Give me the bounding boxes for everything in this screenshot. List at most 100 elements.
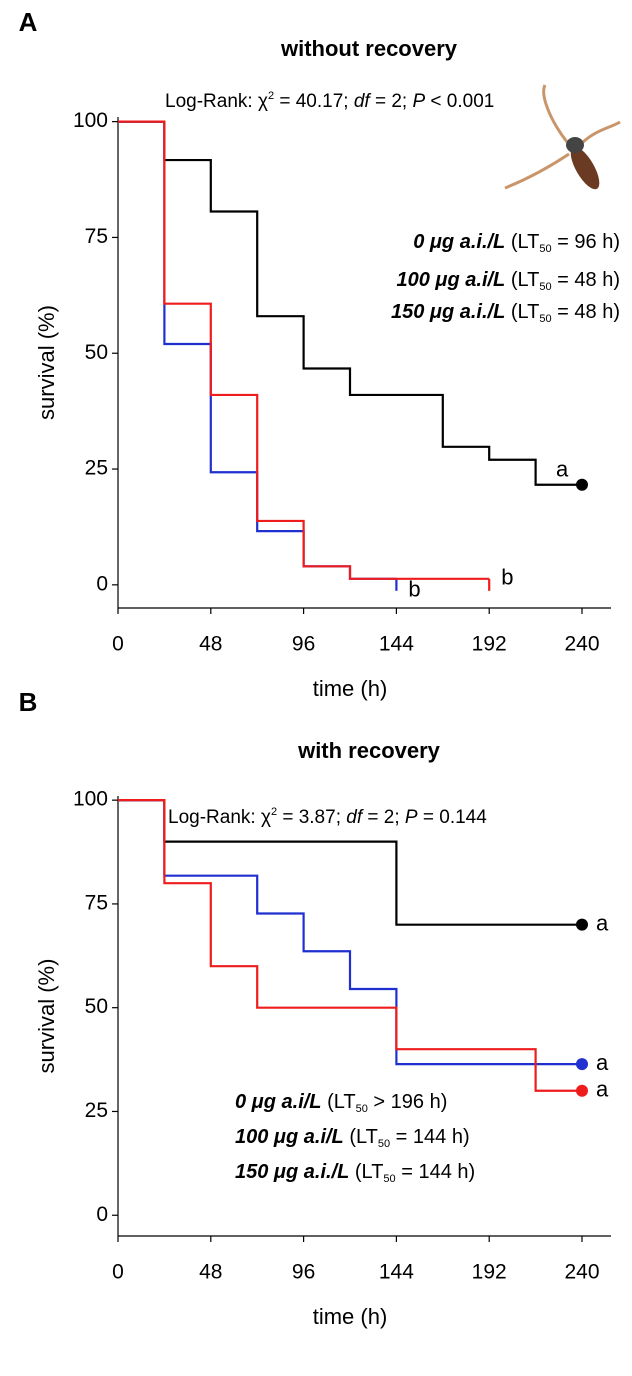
fly-head (566, 137, 584, 153)
stats-part: df (354, 91, 372, 112)
legend-lt50: (LT (349, 1126, 378, 1148)
survival-line (118, 120, 490, 580)
stats-part: Log-Rank: (168, 807, 261, 828)
legend-lt50: (LT (511, 269, 540, 291)
legend-name: 0 μg a.i./L (413, 231, 505, 253)
legend-lt50: = 48 h) (552, 269, 620, 291)
x-tick-label: 192 (472, 1261, 507, 1284)
legend-lt50: 50 (378, 1138, 390, 1150)
survival-line (118, 799, 582, 1092)
fly-leg (542, 84, 569, 143)
survival-line (118, 120, 582, 486)
stats-part: = 3.87; (277, 807, 346, 828)
fly-icon (504, 84, 621, 190)
y-tick-label: 100 (73, 109, 108, 132)
x-axis-label: time (h) (313, 1304, 388, 1329)
legend-lt50: 50 (539, 313, 551, 325)
legend-name: 100 μg a.i/L (397, 269, 506, 291)
legend-lt50: > 196 h) (368, 1091, 448, 1113)
legend-lt50: 50 (539, 243, 551, 255)
end-marker (576, 918, 588, 931)
y-tick-label: 75 (85, 891, 108, 914)
y-axis-label: survival (%) (34, 305, 59, 420)
end-label: b (501, 565, 513, 590)
y-tick-label: 50 (85, 341, 108, 364)
stats-part: = 2; (370, 91, 413, 112)
panel-label: B (19, 687, 38, 717)
legend-name: 0 μg a.i/L (235, 1091, 322, 1113)
x-tick-label: 240 (564, 633, 599, 656)
x-tick-label: 144 (379, 1261, 414, 1284)
end-marker (576, 1084, 588, 1097)
end-marker (576, 478, 588, 491)
x-tick-label: 0 (112, 633, 124, 656)
x-tick-label: 0 (112, 1261, 124, 1284)
x-tick-label: 96 (292, 633, 315, 656)
y-axis-label: survival (%) (34, 959, 59, 1074)
x-tick-label: 144 (379, 633, 414, 656)
legend-lt50: (LT (327, 1091, 356, 1113)
legend-entry: 0 μg a.i/L (LT50 > 196 h) (235, 1091, 447, 1115)
legend-lt50: = 144 h) (396, 1161, 476, 1183)
stats-part: Log-Rank: (165, 91, 258, 112)
y-tick-label: 0 (96, 1203, 108, 1226)
legend-name: 150 μg a.i./L (391, 301, 505, 323)
x-tick-label: 96 (292, 1261, 315, 1284)
stats-part: df (346, 807, 364, 828)
stats-part: < 0.001 (425, 91, 494, 112)
legend-name: 150 μg a.i./L (235, 1161, 349, 1183)
legend-entry: 150 μg a.i./L (LT50 = 48 h) (391, 301, 620, 325)
x-tick-label: 48 (199, 1261, 222, 1284)
legend-lt50: (LT (355, 1161, 384, 1183)
stats-annotation: Log-Rank: χ2 = 40.17; df = 2; P < 0.001 (165, 90, 494, 112)
legend-name: 100 μg a.i/L (235, 1126, 344, 1148)
legend-lt50: = 144 h) (390, 1126, 470, 1148)
x-tick-label: 240 (564, 1261, 599, 1284)
panel-label: A (19, 7, 38, 37)
end-label: a (556, 457, 569, 482)
legend-entry: 100 μg a.i/L (LT50 = 144 h) (235, 1126, 470, 1150)
chart-title: without recovery (280, 36, 458, 61)
x-tick-label: 192 (472, 633, 507, 656)
stats-part: 2 (268, 90, 274, 102)
legend-lt50: = 48 h) (552, 301, 620, 323)
stats-annotation: Log-Rank: χ2 = 3.87; df = 2; P = 0.144 (168, 806, 487, 828)
end-label: b (408, 577, 420, 602)
legend-lt50: (LT (511, 231, 540, 253)
end-label: a (596, 1050, 609, 1075)
x-tick-label: 48 (199, 633, 222, 656)
stats-part: χ (258, 91, 268, 112)
stats-part: = 0.144 (418, 807, 488, 828)
y-tick-label: 100 (73, 788, 108, 811)
y-tick-label: 75 (85, 225, 108, 248)
legend-entry: 0 μg a.i./L (LT50 = 96 h) (413, 231, 620, 255)
stats-part: P (412, 91, 425, 112)
chart-title: with recovery (297, 738, 441, 763)
end-label: a (596, 1077, 609, 1102)
fly-leg (504, 152, 570, 190)
legend-entry: 150 μg a.i./L (LT50 = 144 h) (235, 1161, 475, 1185)
legend-entry: 100 μg a.i/L (LT50 = 48 h) (397, 269, 621, 293)
legend-lt50: 50 (539, 281, 551, 293)
y-tick-label: 50 (85, 995, 108, 1018)
fly-leg (579, 120, 621, 146)
stats-part: χ (261, 807, 271, 828)
end-marker (576, 1058, 588, 1071)
stats-part: = 40.17; (274, 91, 354, 112)
legend-lt50: 50 (383, 1173, 395, 1185)
x-axis-label: time (h) (313, 676, 388, 701)
end-label: a (596, 910, 609, 935)
legend-lt50: (LT (511, 301, 540, 323)
y-tick-label: 25 (85, 457, 108, 480)
legend-lt50: = 96 h) (552, 231, 620, 253)
fly-body (570, 146, 600, 190)
legend-lt50: 50 (356, 1103, 368, 1115)
survival-line (118, 799, 582, 1066)
y-tick-label: 0 (96, 572, 108, 595)
stats-part: P (405, 807, 418, 828)
y-tick-label: 25 (85, 1099, 108, 1122)
stats-part: = 2; (362, 807, 405, 828)
